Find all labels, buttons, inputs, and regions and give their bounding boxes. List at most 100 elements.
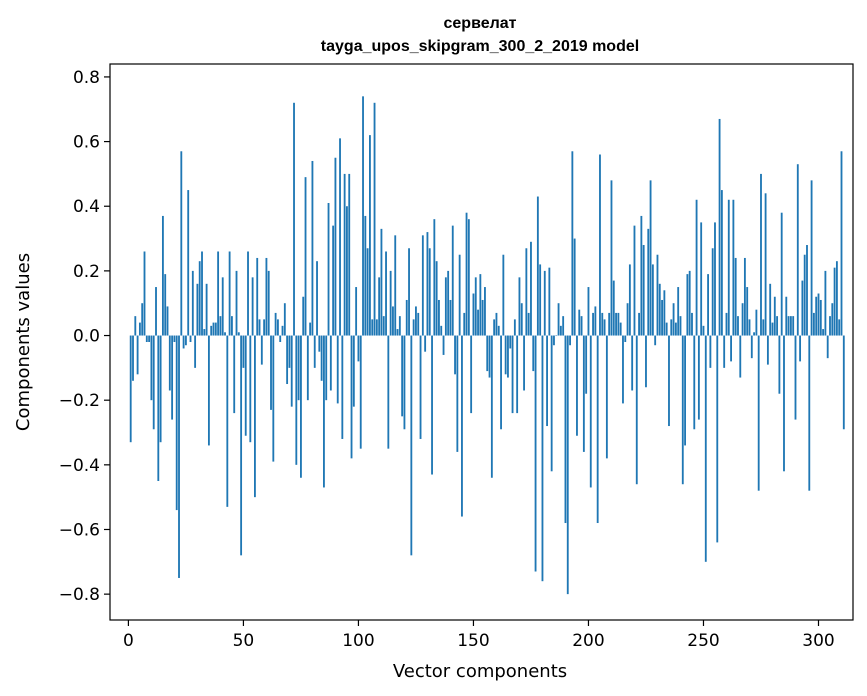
- bar-114: [389, 270, 392, 336]
- bar-200: [587, 287, 590, 336]
- bar-301: [819, 299, 822, 336]
- bar-172: [523, 335, 525, 391]
- bar-269: [746, 287, 749, 336]
- bar-31: [198, 261, 201, 336]
- bar-242: [684, 335, 686, 446]
- bar-174: [527, 312, 530, 336]
- bar-251: [704, 335, 707, 562]
- bar-168: [513, 319, 516, 336]
- bar-176: [532, 335, 535, 372]
- bar-308: [835, 261, 838, 336]
- bar-138: [444, 277, 447, 336]
- bar-49: [240, 335, 243, 556]
- bar-92: [339, 138, 341, 336]
- bar-198: [582, 335, 585, 452]
- bar-231: [658, 283, 661, 336]
- bar-112: [385, 251, 387, 336]
- bar-261: [727, 199, 730, 336]
- bar-147: [465, 212, 468, 336]
- bar-141: [451, 225, 454, 336]
- bar-250: [702, 325, 705, 336]
- bar-227: [649, 180, 652, 336]
- bar-212: [615, 312, 617, 336]
- bar-6: [141, 303, 144, 336]
- bar-157: [488, 335, 491, 378]
- bar-189: [562, 316, 565, 336]
- y-tick-label: −0.8: [59, 585, 100, 605]
- bar-282: [776, 316, 779, 336]
- bar-87: [327, 203, 330, 336]
- bar-140: [449, 299, 452, 336]
- bar-245: [691, 312, 693, 336]
- bar-23: [180, 151, 183, 336]
- bar-46: [233, 335, 236, 414]
- bar-91: [336, 335, 339, 404]
- bar-43: [226, 335, 229, 507]
- bar-123: [410, 335, 413, 556]
- bar-217: [626, 303, 629, 336]
- bar-203: [594, 306, 597, 336]
- bar-279: [769, 283, 772, 336]
- bar-33: [203, 329, 206, 336]
- bar-288: [789, 316, 792, 336]
- bar-102: [362, 96, 364, 336]
- bar-13: [157, 335, 160, 481]
- bar-90: [334, 157, 337, 336]
- bar-216: [624, 335, 627, 342]
- bar-289: [792, 316, 795, 336]
- bar-188: [559, 325, 562, 336]
- bar-143: [456, 335, 459, 452]
- bar-287: [787, 316, 790, 336]
- bar-75: [300, 335, 302, 478]
- bar-240: [679, 316, 682, 336]
- bar-199: [585, 335, 588, 394]
- x-tick-label: 150: [457, 631, 489, 651]
- bar-1: [129, 335, 132, 443]
- bar-124: [412, 319, 415, 336]
- bar-239: [677, 287, 680, 336]
- bar-37: [212, 322, 215, 336]
- bar-181: [543, 270, 546, 336]
- bar-32: [201, 251, 203, 336]
- bar-96: [348, 173, 351, 336]
- bar-110: [380, 228, 383, 336]
- bar-223: [640, 215, 643, 336]
- bar-14: [159, 335, 162, 443]
- bar-93: [341, 335, 344, 439]
- bar-272: [753, 332, 756, 336]
- bar-220: [633, 225, 636, 336]
- bar-221: [635, 335, 638, 485]
- y-tick-label: −0.6: [59, 520, 100, 540]
- bar-226: [647, 228, 650, 336]
- chart-subtitle: tayga_upos_skipgram_300_2_2019 model: [321, 38, 639, 55]
- x-axis-ticks: 0 50 100 150 200 250 300: [123, 620, 835, 651]
- bar-185: [553, 335, 555, 346]
- bar-19: [171, 335, 174, 420]
- bar-100: [357, 335, 360, 362]
- bar-306: [831, 303, 834, 336]
- bar-45: [231, 316, 233, 336]
- bar-11: [152, 335, 155, 430]
- x-tick-label: 100: [342, 631, 374, 651]
- bar-280: [771, 322, 774, 336]
- bar-182: [546, 335, 548, 427]
- bar-232: [661, 299, 663, 336]
- bar-89: [332, 225, 335, 336]
- bar-222: [638, 312, 640, 336]
- bar-234: [665, 322, 668, 336]
- y-tick-label: −0.2: [59, 391, 100, 411]
- bar-160: [495, 312, 498, 336]
- bar-8: [145, 335, 148, 342]
- bar-17: [166, 306, 169, 336]
- bar-117: [396, 329, 399, 336]
- bar-264: [734, 257, 737, 336]
- y-tick-label: 0.0: [73, 327, 100, 347]
- bar-228: [651, 264, 654, 336]
- bar-281: [773, 296, 776, 336]
- bar-132: [431, 335, 433, 475]
- bar-292: [799, 335, 802, 362]
- bar-300: [817, 293, 820, 336]
- bar-77: [304, 177, 307, 336]
- bar-51: [244, 335, 247, 436]
